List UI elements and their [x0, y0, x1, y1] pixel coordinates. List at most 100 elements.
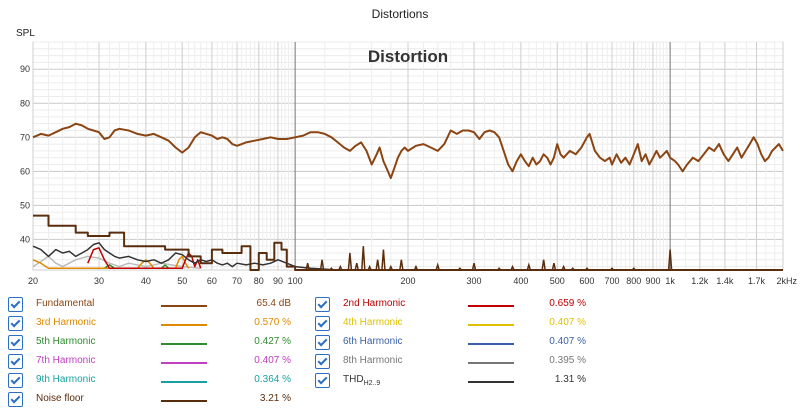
- x-tick-label: 90: [273, 276, 283, 286]
- legend-item-noise-floor[interactable]: Noise floor 3.21 %: [8, 390, 308, 409]
- legend-label: THD: [343, 374, 364, 385]
- noise-spike: [510, 264, 515, 271]
- series-line-noise-floor: [33, 214, 783, 271]
- noise-spike: [381, 249, 386, 271]
- legend-item-8th-harmonic[interactable]: 8th Harmonic 0.395 %: [315, 352, 595, 371]
- checkbox-8th-harmonic[interactable]: [315, 354, 330, 369]
- legend-value: 3.21 %: [259, 393, 291, 404]
- x-tick-label: 50: [177, 276, 187, 286]
- noise-spike: [457, 267, 462, 271]
- grid: [32, 41, 784, 270]
- y-tick-label: 70: [20, 132, 30, 142]
- x-tick-label: 400: [513, 276, 528, 286]
- x-tick-label: 800: [626, 276, 641, 286]
- noise-spike: [551, 263, 557, 271]
- distortion-chart[interactable]: 40 50 60 70 80 90 20 30 40 50 60 70 80 90 100 200 300 40…: [0, 0, 800, 292]
- legend-swatch: [468, 362, 514, 364]
- x-tick-label: 2kHz: [776, 276, 797, 286]
- legend-swatch: [161, 400, 207, 402]
- checkbox-7th-harmonic[interactable]: [8, 354, 23, 369]
- legend-value: 0.364 %: [254, 374, 291, 385]
- legend-value: 0.407 %: [254, 355, 291, 366]
- legend-item-4th-harmonic[interactable]: 4th Harmonic 0.407 %: [315, 314, 595, 333]
- legend-swatch: [161, 381, 207, 383]
- y-tick-label: 60: [20, 166, 30, 176]
- y-tick-label: 50: [20, 200, 30, 210]
- checkbox-noise-floor[interactable]: [8, 392, 23, 407]
- legend-swatch: [161, 324, 207, 326]
- x-tick-label: 1k: [665, 276, 675, 286]
- legend-label: 5th Harmonic: [36, 336, 96, 347]
- chart-title: Distortion: [368, 47, 448, 66]
- x-tick-label: 200: [400, 276, 415, 286]
- legend-item-thd[interactable]: THDH2..9 1.31 %: [315, 371, 595, 390]
- y-tick-label: 80: [20, 98, 30, 108]
- noise-spike: [388, 264, 394, 271]
- checkbox-thd[interactable]: [315, 373, 330, 388]
- noise-spike: [570, 267, 575, 271]
- legend-swatch: [468, 381, 514, 383]
- legend-item-7th-harmonic[interactable]: 7th Harmonic 0.407 %: [8, 352, 308, 371]
- noise-spike: [561, 264, 566, 271]
- noise-spike: [361, 246, 366, 271]
- checkbox-4th-harmonic[interactable]: [315, 316, 330, 331]
- legend-value: 0.570 %: [254, 317, 291, 328]
- legend-item-3rd-harmonic[interactable]: 3rd Harmonic 0.570 %: [8, 314, 308, 333]
- legend-label: 9th Harmonic: [36, 374, 96, 385]
- x-tick-label: 30: [94, 276, 104, 286]
- checkbox-3rd-harmonic[interactable]: [8, 316, 23, 331]
- legend: Fundamental 65.4 dB 3rd Harmonic 0.570 %…: [0, 292, 800, 413]
- legend-value: 1.31 %: [554, 374, 586, 385]
- window-title: Distortions: [371, 7, 429, 21]
- noise-spike: [667, 249, 673, 271]
- legend-label: 2nd Harmonic: [343, 298, 406, 309]
- noise-spike: [413, 264, 419, 271]
- x-tick-label: 1.7k: [748, 276, 766, 286]
- x-tick-label: 80: [254, 276, 264, 286]
- x-tick-label: 600: [579, 276, 594, 286]
- legend-swatch: [161, 343, 207, 345]
- x-tick-label: 20: [28, 276, 38, 286]
- noise-spike: [375, 259, 380, 271]
- noise-spike: [367, 264, 372, 271]
- noise-spike: [609, 267, 615, 271]
- legend-item-6th-harmonic[interactable]: 6th Harmonic 0.407 %: [315, 333, 595, 352]
- legend-item-5th-harmonic[interactable]: 5th Harmonic 0.427 %: [8, 333, 308, 352]
- legend-value: 0.659 %: [549, 298, 586, 309]
- series-line-2nd-harmonic: [87, 247, 202, 270]
- noise-spike: [347, 252, 353, 271]
- checkbox-5th-harmonic[interactable]: [8, 335, 23, 350]
- noise-spike: [305, 263, 310, 271]
- noise-spike: [497, 267, 502, 271]
- y-axis-label: SPL: [16, 28, 35, 39]
- checkbox-2nd-harmonic[interactable]: [315, 297, 330, 312]
- legend-swatch: [161, 305, 207, 307]
- legend-item-fundamental[interactable]: Fundamental 65.4 dB: [8, 295, 308, 314]
- legend-value: 65.4 dB: [256, 298, 291, 309]
- checkbox-6th-harmonic[interactable]: [315, 335, 330, 350]
- checkbox-9th-harmonic[interactable]: [8, 373, 23, 388]
- legend-item-9th-harmonic[interactable]: 9th Harmonic 0.364 %: [8, 371, 308, 390]
- noise-spike: [526, 262, 532, 271]
- legend-item-2nd-harmonic[interactable]: 2nd Harmonic 0.659 %: [315, 295, 595, 314]
- legend-label: 7th Harmonic: [36, 355, 96, 366]
- y-tick-label: 90: [20, 64, 30, 74]
- series-line-fundamental: [32, 122, 784, 180]
- x-tick-labels: 20 30 40 50 60 70 80 90 100 200 300 400 500 600 700 800…: [28, 276, 797, 286]
- legend-swatch: [468, 305, 514, 307]
- x-tick-label: 700: [605, 276, 620, 286]
- noise-spike: [329, 267, 334, 271]
- x-tick-label: 500: [550, 276, 565, 286]
- legend-value: 0.427 %: [254, 336, 291, 347]
- x-tick-label: 70: [232, 276, 242, 286]
- series-line-thd: [32, 242, 783, 271]
- checkbox-fundamental[interactable]: [8, 297, 23, 312]
- legend-swatch: [468, 343, 514, 345]
- legend-label: 3rd Harmonic: [36, 317, 97, 328]
- series-group: [32, 122, 784, 271]
- legend-label-sub: H2..9: [363, 380, 381, 387]
- noise-spike: [319, 259, 325, 271]
- legend-label-thd: THDH2..9: [343, 374, 380, 387]
- noise-spike: [631, 267, 636, 271]
- legend-value: 0.407 %: [549, 336, 586, 347]
